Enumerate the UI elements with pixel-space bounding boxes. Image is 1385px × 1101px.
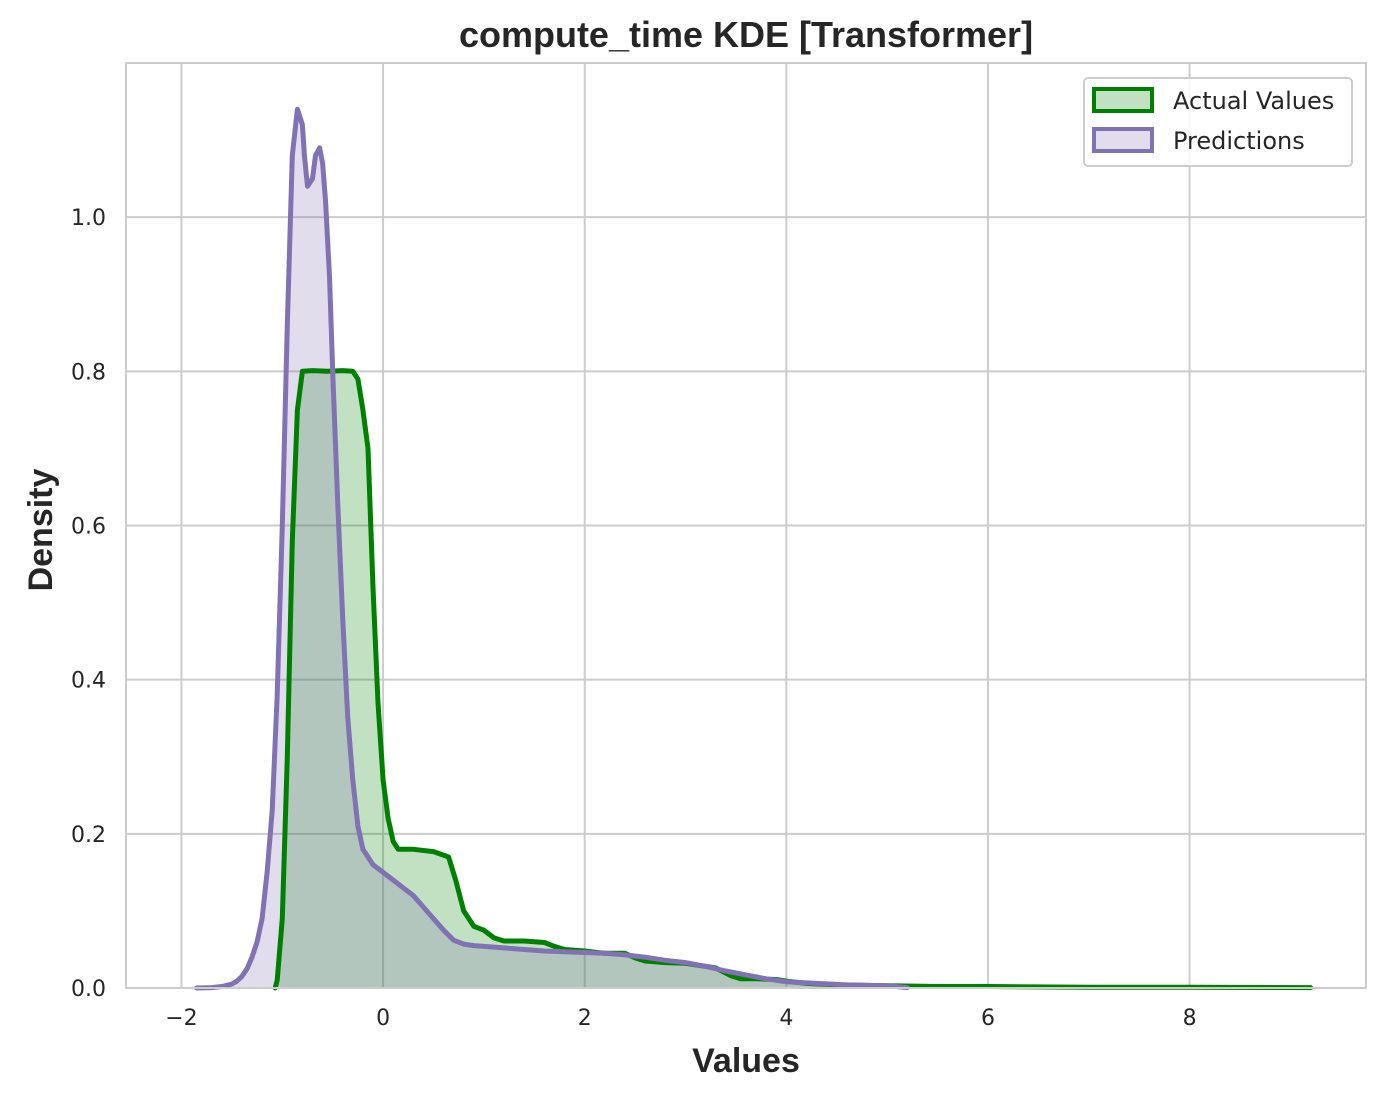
x-axis-label: Values (692, 1042, 800, 1080)
y-tick-label: 1.0 (71, 206, 106, 231)
area-actual-values (275, 370, 1311, 989)
density-lines (194, 106, 1314, 991)
area-predictions (196, 109, 908, 989)
plot-frame (125, 62, 1367, 989)
legend: Actual Values Predictions (1083, 77, 1353, 167)
legend-swatch-actual-values (1092, 87, 1154, 113)
chart-title: compute_time KDE [Transformer] (459, 14, 1033, 55)
x-tick-label: −2 (165, 1006, 197, 1031)
legend-label-predictions: Predictions (1173, 127, 1305, 155)
line-predictions (194, 106, 910, 991)
density-fills (196, 109, 1311, 989)
legend-label-actual-values: Actual Values (1173, 87, 1334, 115)
y-tick-label: 0.8 (71, 360, 106, 385)
x-tick-label: 8 (1183, 1006, 1197, 1031)
x-ticks: −2 0 2 4 6 8 (165, 1006, 1196, 1031)
y-axis-label: Density (22, 469, 60, 592)
x-tick-label: 4 (779, 1006, 793, 1031)
x-tick-label: 2 (578, 1006, 592, 1031)
y-tick-label: 0.2 (71, 823, 106, 848)
y-tick-label: 0.4 (71, 669, 106, 694)
y-tick-label: 0.0 (71, 977, 106, 1002)
y-tick-label: 0.6 (71, 515, 106, 540)
x-tick-label: 0 (376, 1006, 390, 1031)
x-tick-label: 6 (981, 1006, 995, 1031)
legend-swatch-predictions (1092, 127, 1154, 153)
y-ticks: 0.0 0.2 0.4 0.6 0.8 1.0 (71, 206, 106, 1002)
